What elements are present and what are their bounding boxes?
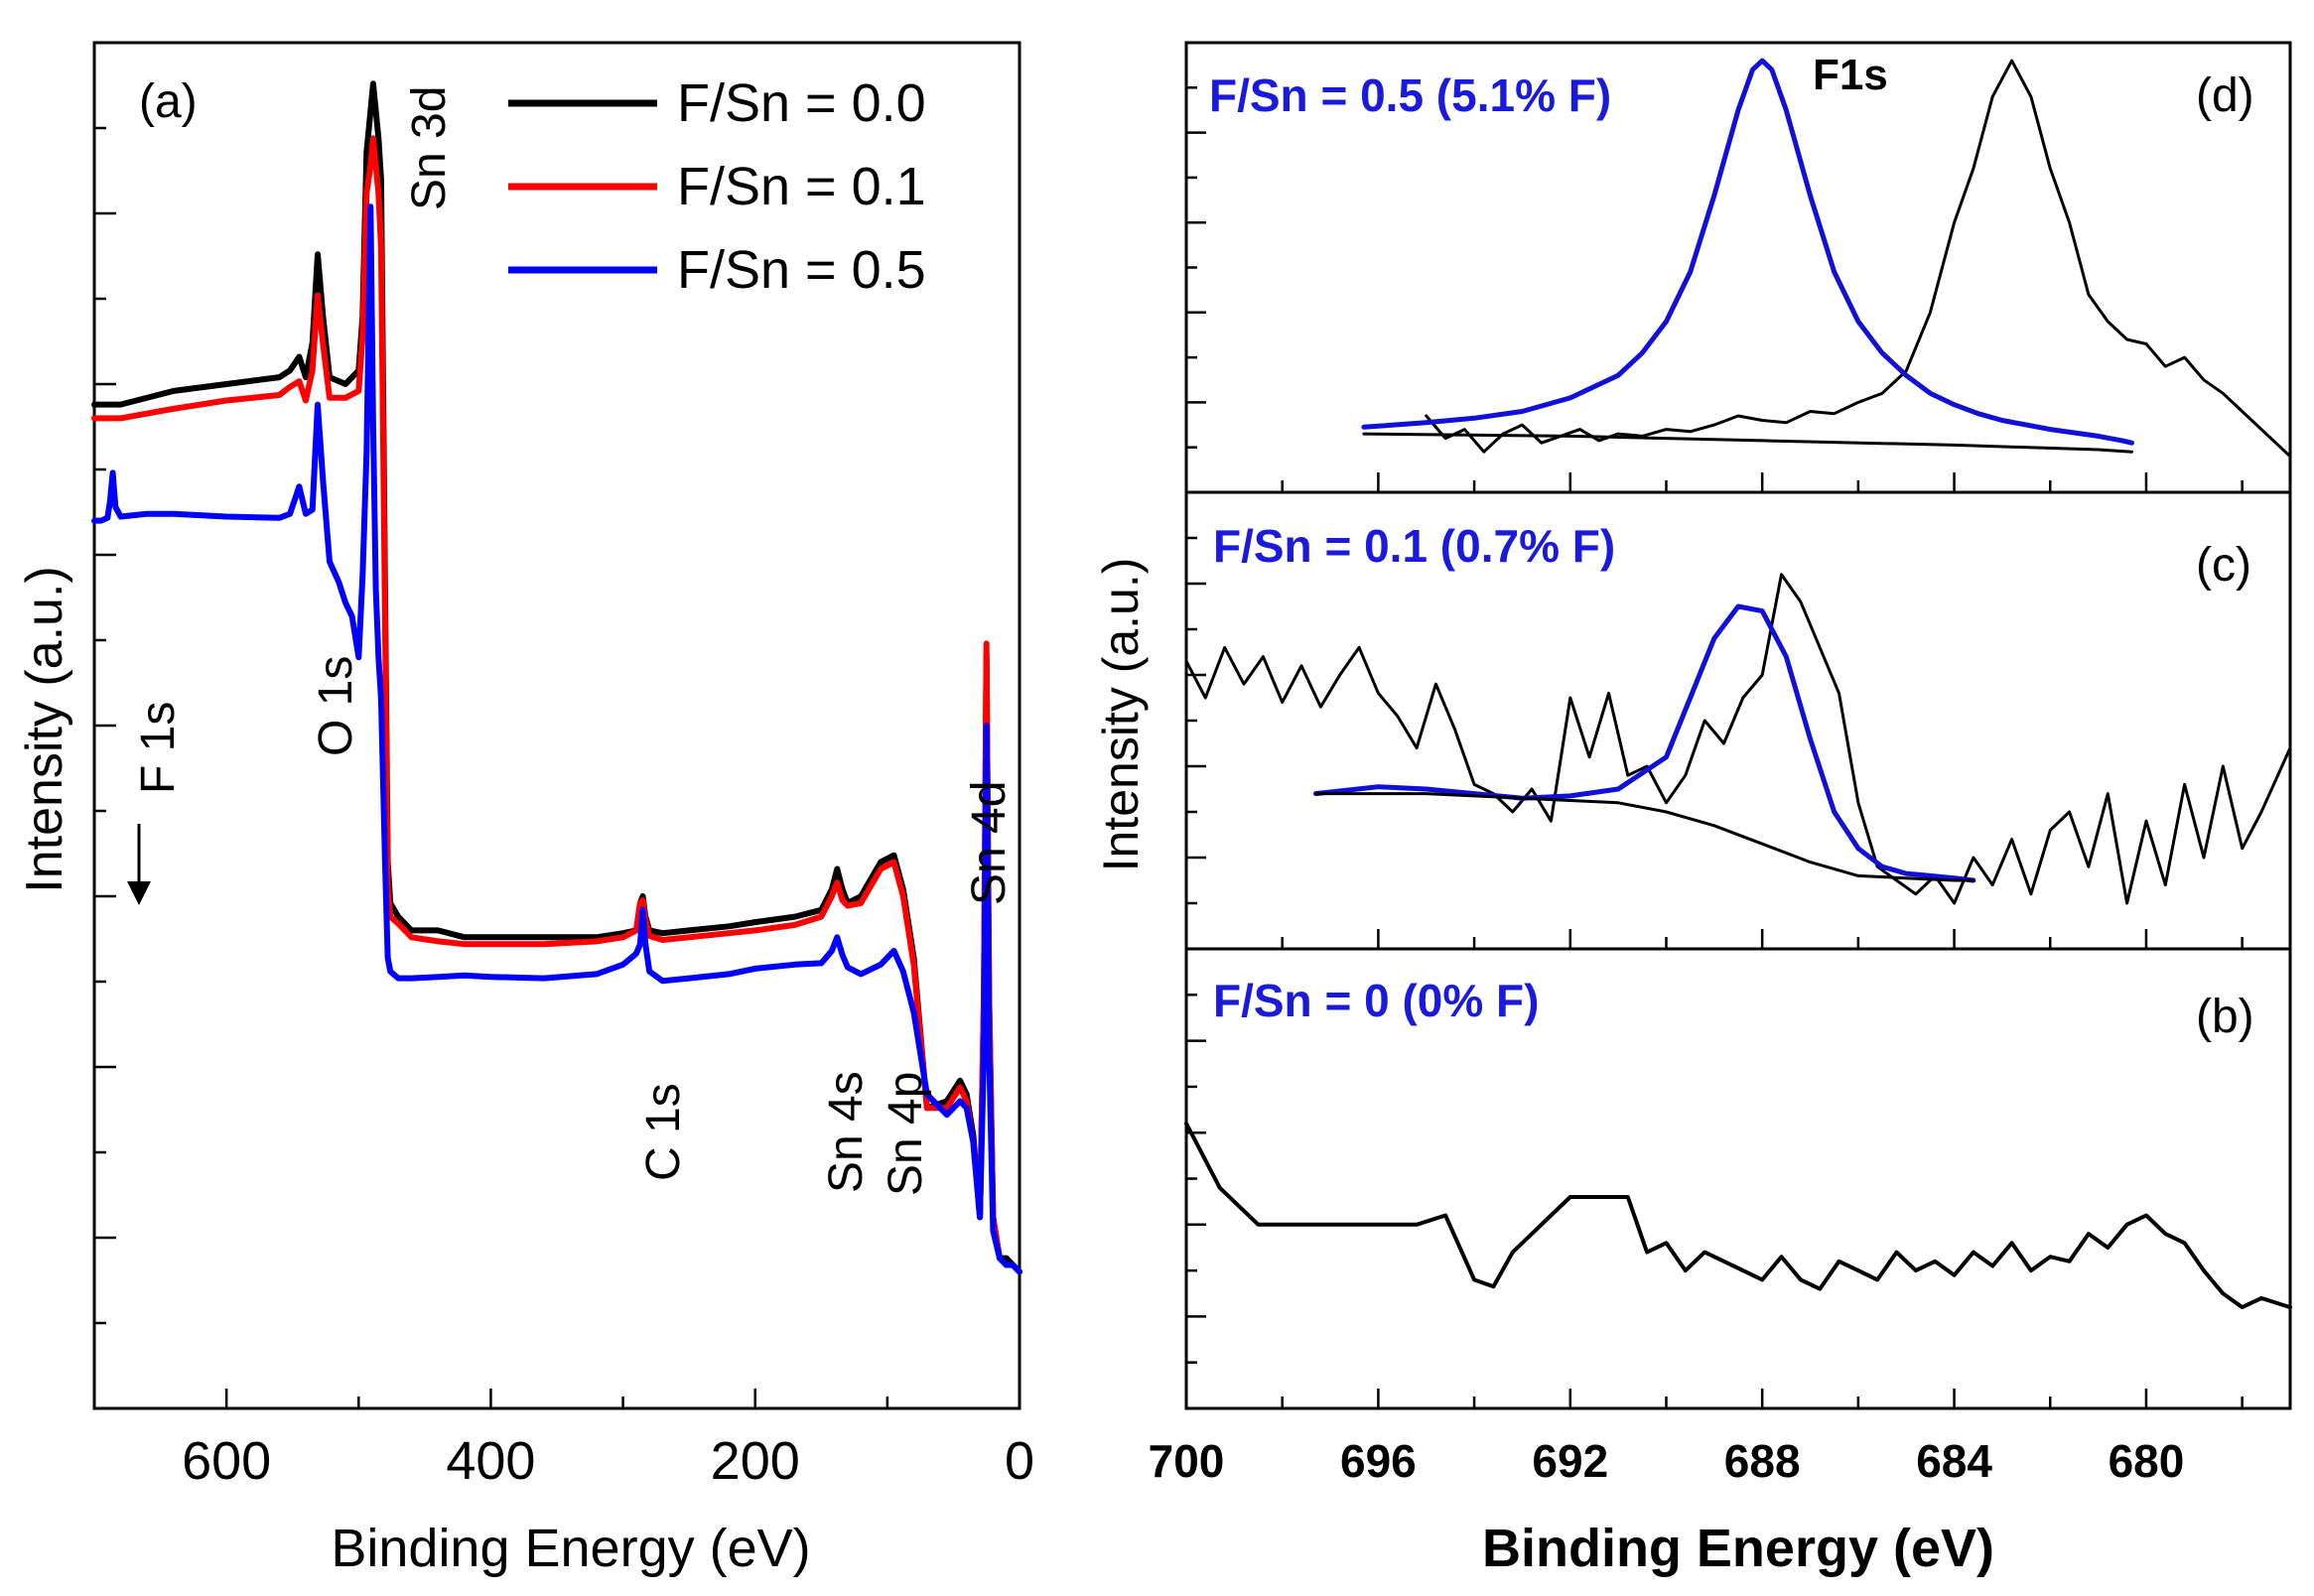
panel-d-peak-label: F1s — [1813, 51, 1888, 99]
panels-bcd-x-tick-label: 688 — [1724, 1435, 1801, 1487]
panel-a-label: (a) — [139, 75, 198, 128]
panels-bcd-f1s-spectra: 700 696 692 688 684 680 F/Sn = 0.5 (5.1% F) F… — [1093, 41, 2292, 1578]
panel-d-annotation: F/Sn = 0.5 (5.1% F) — [1209, 69, 1611, 121]
panel-c-annotation: F/Sn = 0.1 (0.7% F) — [1213, 520, 1615, 572]
panel-d-label: (d) — [2196, 69, 2254, 122]
panel-c-series-background — [1314, 792, 1975, 882]
panels-bcd-x-ticks: 700 696 692 688 684 680 — [1149, 472, 2244, 1487]
panel-d-series-background — [1362, 432, 2133, 454]
panel-a-x-tick-label: 600 — [182, 1431, 271, 1491]
panels-bcd-x-tick-label: 692 — [1532, 1435, 1608, 1487]
peak-label-o1s: O 1s — [310, 656, 362, 756]
panels-bcd-x-tick-label: 700 — [1149, 1435, 1225, 1487]
panel-b-annotation: F/Sn = 0 (0% F) — [1213, 975, 1539, 1026]
panel-right-frame — [1184, 41, 2292, 1410]
panel-a-y-axis-label: Intensity (a.u.) — [16, 566, 73, 892]
panel-a-curves — [91, 80, 1022, 1275]
panel-d-curves — [1361, 58, 2292, 459]
panel-c-label: (c) — [2196, 539, 2251, 592]
legend-label-2: F/Sn = 0.5 — [677, 240, 926, 300]
panel-a-y-ticks — [94, 41, 116, 1410]
peak-label-sn4p: Sn 4p — [880, 1072, 932, 1196]
panel-b-label: (b) — [2196, 991, 2254, 1043]
panel-a-x-axis-label: Binding Energy (eV) — [331, 1519, 810, 1578]
panel-b-series-data — [1184, 1121, 2292, 1310]
panel-a-x-tick-label: 0 — [1005, 1431, 1034, 1491]
panel-a-x-ticks: 600 400 200 0 — [92, 1389, 1034, 1491]
panels-bcd-x-tick-label: 696 — [1340, 1435, 1417, 1487]
panel-c-series-fit — [1313, 603, 1976, 883]
panel-a-series-f-sn-0-5 — [91, 203, 1022, 1275]
panels-bcd-y-ticks — [1186, 86, 1206, 1364]
panel-a-series-f-sn-0-1 — [91, 135, 1022, 1275]
panel-c-y-axis-label: Intensity (a.u.) — [1093, 558, 1149, 872]
peak-label-sn4s: Sn 4s — [820, 1071, 873, 1193]
panel-b-curves — [1184, 1121, 2292, 1310]
peak-label-sn3d: Sn 3d — [403, 86, 456, 210]
legend-label-1: F/Sn = 0.1 — [677, 157, 926, 216]
peak-label-c1s: C 1s — [637, 1083, 690, 1181]
peak-label-f1s: F 1s — [132, 702, 185, 794]
panel-a-legend: F/Sn = 0.0 F/Sn = 0.1 F/Sn = 0.5 — [508, 73, 926, 300]
peak-label-sn4d: Sn 4d — [963, 781, 1016, 905]
legend-label-0: F/Sn = 0.0 — [677, 73, 926, 133]
panel-d-series-fit — [1361, 58, 2134, 446]
panel-c-series-data — [1184, 573, 2292, 905]
f1s-arrow-icon — [127, 824, 151, 905]
panel-a-survey-spectrum: 600 400 200 0 (a) F/Sn = 0.0 F/Sn = 0.1 F/S… — [16, 41, 1034, 1578]
panels-bcd-x-axis-label: Binding Energy (eV) — [1482, 1519, 1994, 1578]
panel-a-x-tick-label: 400 — [446, 1431, 535, 1491]
panels-bcd-x-tick-label: 684 — [1916, 1435, 1992, 1487]
panels-bcd-x-tick-label: 680 — [2109, 1435, 2185, 1487]
panel-a-x-tick-label: 200 — [711, 1431, 800, 1491]
panel-c-curves — [1184, 573, 2292, 905]
